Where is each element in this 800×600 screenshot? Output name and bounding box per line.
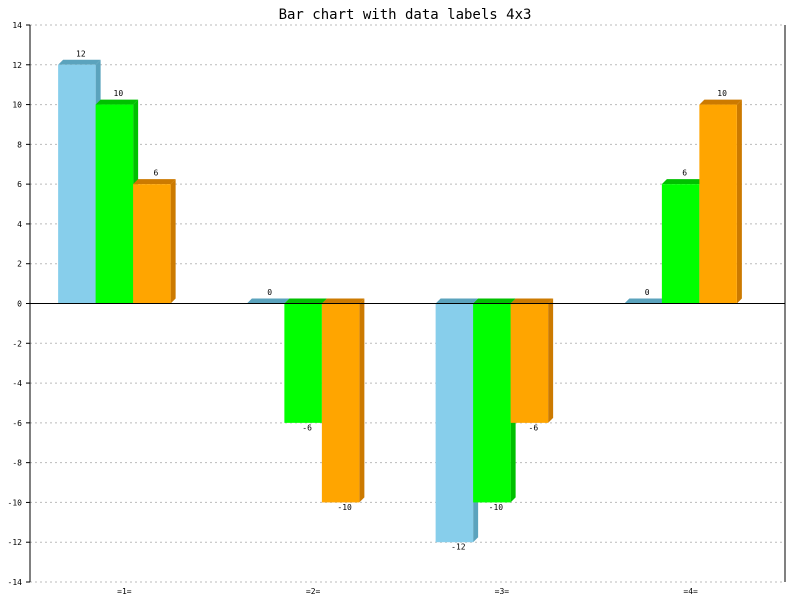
bar bbox=[246, 298, 290, 304]
data-label: 0 bbox=[267, 288, 272, 297]
bar bbox=[321, 298, 365, 503]
axes: 14 12 10 8 6 4 2 0 -2 -4 -6 -8 -10 -12 -14 =1= =2= =3= =4= bbox=[8, 21, 786, 596]
x-tick-label: =4= bbox=[683, 587, 698, 596]
bar-front-face bbox=[321, 303, 360, 503]
bar-top-face bbox=[133, 179, 176, 185]
bar-top-face bbox=[435, 298, 479, 304]
bar-front-face bbox=[133, 184, 171, 304]
bar-top-face bbox=[624, 298, 667, 304]
data-labels: 12 10 6 0 -6 -10 -12 -10 -6 0 6 10 bbox=[76, 49, 727, 551]
data-label: 0 bbox=[645, 288, 650, 297]
bar-front-face bbox=[699, 104, 737, 304]
chart-title: Bar chart with data labels 4x3 bbox=[279, 7, 532, 23]
data-label: 6 bbox=[153, 169, 158, 178]
bar-front-face bbox=[510, 303, 549, 423]
bar-front-face bbox=[58, 64, 96, 304]
bar bbox=[473, 298, 516, 503]
data-label: -10 bbox=[337, 503, 352, 512]
bar-side-face bbox=[359, 298, 365, 503]
bar-top-face bbox=[95, 99, 139, 105]
data-label: 6 bbox=[682, 169, 687, 178]
y-tick-label: -2 bbox=[12, 339, 22, 348]
bar bbox=[284, 298, 327, 423]
bar-front-face bbox=[473, 303, 511, 503]
data-label: -6 bbox=[302, 423, 312, 432]
bar-front-face bbox=[435, 303, 474, 543]
y-tick-label: -4 bbox=[12, 379, 22, 388]
bar bbox=[699, 99, 742, 304]
bars bbox=[58, 59, 742, 543]
bar bbox=[435, 298, 479, 543]
x-tick-label: =3= bbox=[495, 587, 510, 596]
y-tick-label: -8 bbox=[12, 459, 22, 468]
y-tick-label: -12 bbox=[8, 538, 23, 547]
bar-top-face bbox=[699, 99, 742, 105]
bar bbox=[133, 179, 176, 304]
y-tick-label: 6 bbox=[17, 180, 22, 189]
bar-side-face bbox=[170, 179, 176, 304]
y-tick-label: 12 bbox=[12, 61, 22, 70]
x-tick-label: =1= bbox=[117, 587, 132, 596]
bar bbox=[661, 179, 705, 304]
bar-top-face bbox=[321, 298, 365, 304]
y-tick-label: 10 bbox=[12, 101, 22, 110]
y-tick-label: 0 bbox=[17, 300, 22, 309]
data-label: -12 bbox=[451, 543, 466, 552]
y-tick-label: 4 bbox=[17, 220, 22, 229]
bar-side-face bbox=[548, 298, 554, 423]
bar-top-face bbox=[246, 298, 290, 304]
bar bbox=[58, 59, 101, 304]
y-tick-label: -14 bbox=[8, 578, 23, 587]
x-tick-label: =2= bbox=[306, 587, 321, 596]
bar-top-face bbox=[284, 298, 327, 304]
y-tick-label: -6 bbox=[12, 419, 22, 428]
data-label: 12 bbox=[76, 49, 86, 58]
bar-front-face bbox=[661, 184, 700, 304]
bar-top-face bbox=[473, 298, 516, 304]
bar-top-face bbox=[661, 179, 705, 185]
data-label: 10 bbox=[717, 89, 727, 98]
data-label: 10 bbox=[114, 89, 124, 98]
data-label: -6 bbox=[529, 423, 539, 432]
y-tick-label: 14 bbox=[12, 21, 22, 30]
bar-top-face bbox=[510, 298, 554, 304]
bar bbox=[95, 99, 139, 304]
bar-top-face bbox=[58, 59, 101, 65]
y-tick-label: 8 bbox=[17, 140, 22, 149]
bar-front-face bbox=[95, 104, 134, 304]
bar bbox=[624, 298, 667, 304]
y-tick-label: 2 bbox=[17, 260, 22, 269]
bar bbox=[510, 298, 554, 423]
bar-side-face bbox=[736, 99, 742, 304]
data-label: -10 bbox=[489, 503, 504, 512]
y-tick-label: -10 bbox=[8, 498, 23, 507]
bar-front-face bbox=[284, 303, 322, 423]
